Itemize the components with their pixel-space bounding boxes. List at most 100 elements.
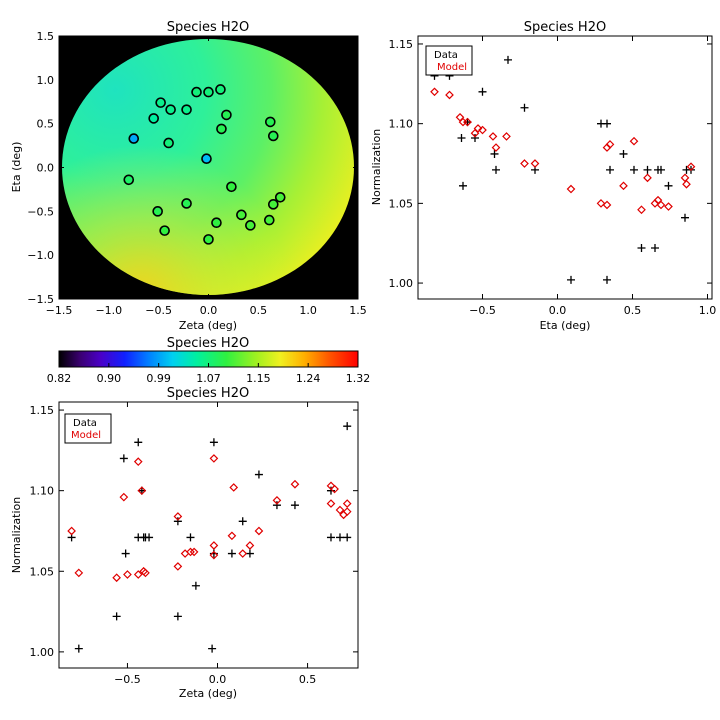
eta-frame [417,35,713,300]
eta-model-point [637,205,646,215]
zeta-data-point [238,517,247,526]
zeta-model-point [209,550,219,560]
zeta-data-point [145,533,154,542]
zeta-legend: Data Model [64,413,112,444]
zeta-model-point [342,499,352,508]
eta-ytick-label: 1.00 [389,277,414,290]
zeta-ylabel: Normalization [10,497,23,573]
eta-model-point [520,159,529,168]
zeta-model-point [123,570,132,579]
colorbar-tick-label: 0.99 [146,372,171,385]
eta-title: Species H2O [524,20,606,35]
map-point [203,234,214,245]
zeta-data-point [326,486,335,495]
zeta-xtick-label: 0.0 [209,673,227,686]
zeta-legend-model: Model [71,430,101,441]
map-point [152,206,163,217]
zeta-model-point [229,483,239,492]
eta-data-point [490,149,499,158]
eta-model-point [488,132,498,141]
zeta-data-point [112,612,121,621]
map-xtick-label: −1.0 [95,304,122,317]
zeta-legend-box [64,413,112,444]
eta-data-point [657,165,665,174]
zeta-model-point [186,547,195,557]
eta-xtick-label: 0.5 [624,304,642,317]
eta-data-point [504,55,512,64]
map-xtick-label: 1.5 [349,304,367,317]
eta-data-point [664,181,673,190]
zeta-model-point [290,479,300,489]
zeta-model-point [254,526,264,536]
zeta-model-point [335,505,345,515]
map-point [159,225,170,236]
colorbar-tick-label: 1.32 [346,372,371,385]
zeta-data-point [191,581,200,590]
zeta-chart: Species H2O −0.5 0.0 0.5 1.001.051.101.15 … [10,386,359,700]
zeta-xlabel: Zeta (deg) [179,687,237,700]
zeta-model-point [209,541,219,550]
eta-model-point [478,125,487,135]
zeta-model-point [137,486,147,496]
colorbar-tick-label: 1.24 [296,372,321,385]
zeta-title: Species H2O [167,386,249,401]
map-point [163,137,174,149]
eta-model-point [463,117,472,127]
colorbar-tick-label: 1.15 [246,372,271,385]
zeta-model-point [245,541,255,550]
eta-model-point [530,159,540,168]
map-ytick-label: −1.0 [27,249,54,262]
map-field-edge [62,39,354,295]
map-point [128,133,140,144]
eta-model-point [656,200,666,210]
zeta-frame [58,401,359,669]
colorbar-tick-label: 0.90 [97,372,122,385]
eta-data-point [619,149,628,158]
zeta-data-point [272,501,281,510]
eta-model-point [445,90,454,100]
zeta-data-point [335,533,344,542]
eta-xtick-label: −0.5 [469,304,496,317]
eta-data-point [637,243,646,252]
zeta-model-point [272,495,282,505]
eta-data-point [492,165,500,174]
map-ytick-label: 0.5 [37,118,55,131]
zeta-model-point [74,568,84,578]
zeta-model-point [227,531,237,541]
colorbar-tick-label: 0.82 [47,372,72,385]
map-title: Species H2O [167,20,249,35]
eta-model-point [596,199,606,208]
zeta-data-point [186,533,195,542]
zeta-xtick-label: 0.5 [299,673,317,686]
map-ytick-label: −1.5 [27,293,54,306]
zeta-data-point [343,422,352,431]
eta-data-point [567,275,575,284]
colorbar-tick-label: 1.07 [196,372,221,385]
zeta-ytick-label: 1.00 [30,646,55,659]
map-point [236,209,247,221]
map-point [216,123,227,135]
map-point [123,174,135,186]
eta-xtick-label: 1.0 [699,304,717,317]
eta-ytick-label: 1.15 [389,38,414,51]
zeta-data-point [254,470,263,479]
zeta-model-point [189,547,199,557]
zeta-data-point [208,644,217,653]
zeta-ytick-label: 1.10 [30,485,55,498]
map-point [165,104,176,115]
zeta-model-point [330,484,339,494]
zeta-data-point [119,454,128,463]
map-point [181,104,192,115]
eta-data-point [606,165,614,174]
eta-legend-model: Model [437,62,467,73]
eta-model-point [619,181,628,191]
eta-legend: Data Model [425,45,473,76]
map-point [203,86,214,98]
zeta-data-point [121,549,130,558]
eta-legend-box [425,45,473,76]
eta-xlabel: Eta (deg) [540,319,591,332]
map-xtick-label: 0.0 [200,304,218,317]
eta-model-point [491,143,501,152]
zeta-model-point [133,570,143,579]
